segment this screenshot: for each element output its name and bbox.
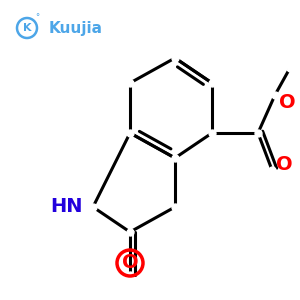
Text: °: ° <box>35 14 39 22</box>
Text: O: O <box>122 254 138 272</box>
Text: HN: HN <box>51 197 83 217</box>
Text: K: K <box>23 23 31 33</box>
Text: Kuujia: Kuujia <box>49 20 103 35</box>
Text: O: O <box>276 155 292 175</box>
Text: O: O <box>279 94 295 112</box>
